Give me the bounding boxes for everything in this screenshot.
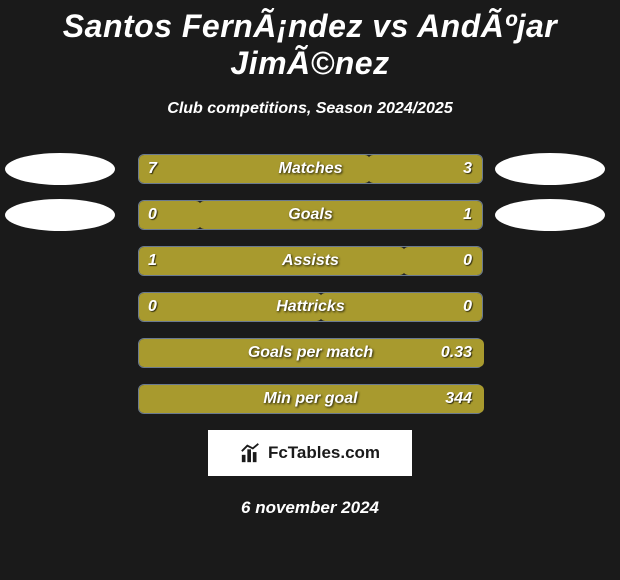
stat-row: 344Min per goal [0,384,620,414]
stat-label: Min per goal [138,384,483,414]
stat-row: 10Assists [0,246,620,276]
subtitle: Club competitions, Season 2024/2025 [0,100,620,118]
chart-icon [240,442,262,464]
player-right-marker [495,199,605,231]
stat-row: 73Matches [0,154,620,184]
page-title: Santos FernÃ¡ndez vs AndÃºjar JimÃ©nez [0,0,620,82]
stat-row: 0.33Goals per match [0,338,620,368]
stat-row: 00Hattricks [0,292,620,322]
stat-row: 01Goals [0,200,620,230]
player-left-marker [5,153,115,185]
logo-box: FcTables.com [208,430,412,476]
player-right-marker [495,153,605,185]
stat-label: Assists [138,246,483,276]
logo-text: FcTables.com [268,443,380,463]
stat-label: Hattricks [138,292,483,322]
stat-label: Goals [138,200,483,230]
comparison-chart: 73Matches 01Goals 10Assists 00Hattricks 0.33… [0,154,620,414]
date-label: 6 november 2024 [0,498,620,518]
player-left-marker [5,199,115,231]
stat-label: Goals per match [138,338,483,368]
stat-label: Matches [138,154,483,184]
